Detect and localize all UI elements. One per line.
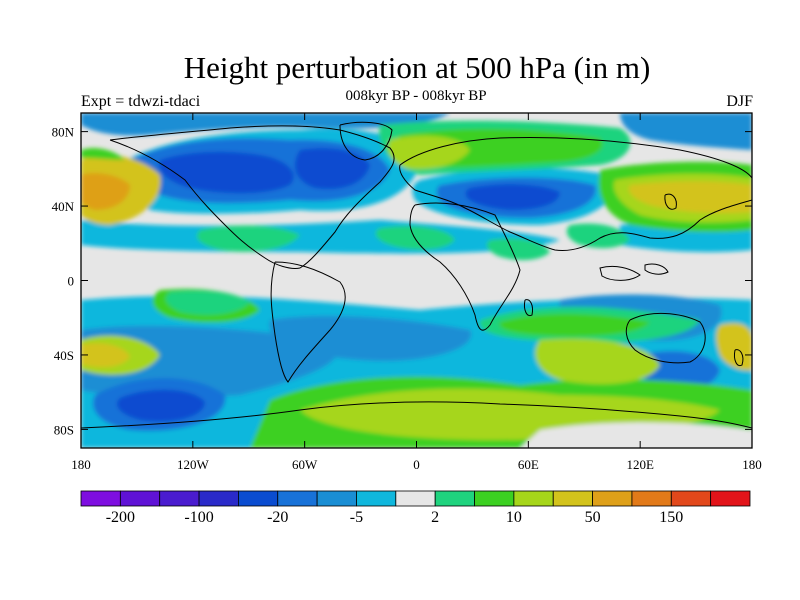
colorbar-swatch-15 — [670, 490, 712, 507]
axes: 180 120W 60W 0 60E 120E 180 80N 40N 0 40S 80S — [52, 113, 762, 472]
colorbar-label: -200 — [106, 509, 135, 526]
colorbar-label: -5 — [350, 509, 363, 526]
period-label: 008kyr BP - 008kyr BP — [345, 88, 487, 104]
y-tick-label: 0 — [68, 274, 75, 289]
field-low-south-pacific-core — [116, 389, 205, 422]
field-siberian-low-core — [465, 184, 560, 210]
y-tick-label: 80N — [52, 125, 75, 140]
colorbar-swatch-11 — [513, 490, 554, 507]
field-antarctic-neutral — [520, 422, 752, 448]
y-tick-label: 40S — [54, 348, 74, 363]
colorbar-swatch-6 — [316, 490, 357, 507]
colorbar-label: 50 — [585, 509, 601, 526]
colorbar-label: -100 — [184, 509, 213, 526]
field-atlantic-tropical-positive — [375, 225, 455, 250]
coastlines — [81, 121, 752, 429]
coastline-new-zealand — [734, 349, 744, 367]
x-tick-label: 60W — [292, 457, 318, 472]
field-arabian-positive — [486, 238, 550, 261]
colorbar-swatch-12 — [552, 490, 593, 507]
field-north-america-low-core — [159, 151, 294, 194]
coastline-antarctica — [81, 401, 752, 429]
colorbar-swatch-5 — [277, 490, 318, 507]
field-equatorial-pacific-positive — [165, 290, 250, 315]
field-north-pacific-high-core — [81, 173, 130, 210]
colorbar-label: 2 — [431, 509, 439, 526]
field-arctic-negative — [81, 113, 450, 136]
colorbar-swatch-3 — [198, 490, 239, 507]
x-tick-label: 120E — [626, 457, 654, 472]
field-north-atlantic-low-core — [295, 148, 370, 190]
experiment-label: Expt = tdwzi-tdaci — [81, 93, 201, 110]
chart-title: Height perturbation at 500 hPa (in m) — [183, 50, 651, 85]
coastline-australia — [625, 312, 706, 364]
field-low-south-atlantic — [269, 315, 472, 361]
field-arctic-pacific-low — [620, 113, 752, 150]
field-gulf-positive — [196, 225, 300, 252]
coastline-north-america — [109, 125, 395, 269]
x-tick-label: 0 — [413, 457, 420, 472]
field-east-asia-high-core — [628, 181, 752, 214]
field-layer — [81, 113, 752, 448]
field-north-pacific-positive-outer — [81, 148, 125, 160]
field-europe-high — [388, 135, 470, 170]
y-tick-label: 80S — [54, 422, 74, 437]
colorbar-swatch-0 — [80, 490, 121, 507]
field-west-pacific-tropical-positive — [566, 223, 630, 249]
season-label: DJF — [726, 93, 753, 110]
coastline-eurasia — [399, 137, 752, 251]
coastline-greenland — [339, 121, 393, 161]
colorbar-label: 150 — [659, 509, 683, 526]
coastline-africa — [409, 202, 521, 331]
field-south-atlantic-positive-core — [499, 313, 650, 337]
colorbar-swatch-16 — [710, 490, 751, 507]
coastline-indonesia — [599, 263, 669, 281]
colorbar-swatch-1 — [119, 490, 161, 507]
colorbar-swatch-13 — [592, 490, 633, 507]
x-tick-label: 60E — [518, 457, 539, 472]
colorbar-swatch-7 — [356, 490, 397, 507]
y-tick-label: 40N — [52, 199, 75, 214]
colorbar-swatch-4 — [238, 490, 279, 507]
coastline-south-america — [270, 261, 346, 383]
colorbar-label: -20 — [267, 509, 288, 526]
x-tick-label: 120W — [177, 457, 210, 472]
colorbar-label: 10 — [506, 509, 522, 526]
x-tick-label: 180 — [742, 457, 762, 472]
field-indian-ocean-high — [535, 338, 660, 385]
colorbar-swatch-9 — [434, 490, 475, 507]
colorbar-swatch-2 — [159, 490, 200, 507]
colorbar-swatch-10 — [474, 490, 515, 507]
coastline-madagascar — [524, 299, 533, 317]
x-tick-label: 180 — [71, 457, 91, 472]
field-south-pacific-high-core — [81, 343, 130, 368]
colorbar-swatch-14 — [631, 490, 672, 507]
coastline-japan — [664, 193, 677, 210]
colorbar-swatch-8 — [395, 490, 436, 507]
colorbar: -200 -100 -20 -5 2 10 50 150 — [80, 490, 751, 526]
